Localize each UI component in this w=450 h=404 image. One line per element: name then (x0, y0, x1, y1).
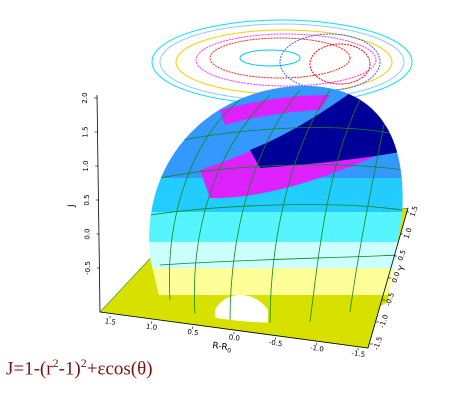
tick-label: -1.0 (310, 344, 325, 354)
tick-label: 1.0 (403, 227, 414, 240)
tick-label: 0.0 (391, 271, 402, 284)
tick-label: 1.5 (82, 126, 90, 137)
tick-label: -1.5 (372, 336, 384, 351)
x-axis-label-main: R-R (212, 341, 229, 353)
tick-label: -1.5 (351, 349, 366, 359)
formula: J=1-(r2-1)2+εcos(θ) (6, 356, 153, 380)
y-axis-label: Y (397, 264, 409, 274)
tick-label: 1.0 (82, 160, 90, 171)
tick-label: 2.0 (81, 92, 89, 103)
z-axis-label: J (67, 204, 77, 208)
tick-label: 0.0 (228, 333, 240, 342)
formula-part: J=1-(r (6, 358, 53, 380)
x-axis-label: R-R0 (211, 341, 232, 355)
tick-label: 0.5 (397, 249, 408, 262)
tick-label: 1.0 (146, 323, 158, 332)
tick-label: 1.5 (104, 317, 116, 326)
tick-label: -0.5 (268, 338, 283, 348)
formula-sup: 2 (52, 356, 59, 370)
tick-label: -0.5 (84, 261, 92, 275)
formula-part: +εcos(θ) (86, 358, 153, 380)
tick-label: -0.5 (384, 292, 396, 307)
x-axis-label-sub: 0 (227, 347, 232, 354)
formula-part: -1) (58, 358, 81, 380)
tick-label: 0.5 (83, 194, 91, 205)
tick-label: 0.5 (187, 328, 199, 337)
tick-label: 0.0 (83, 228, 91, 239)
formula-sup: 2 (80, 356, 87, 370)
tick-label: 1.5 (409, 205, 420, 218)
tick-label: -1.0 (378, 314, 390, 329)
